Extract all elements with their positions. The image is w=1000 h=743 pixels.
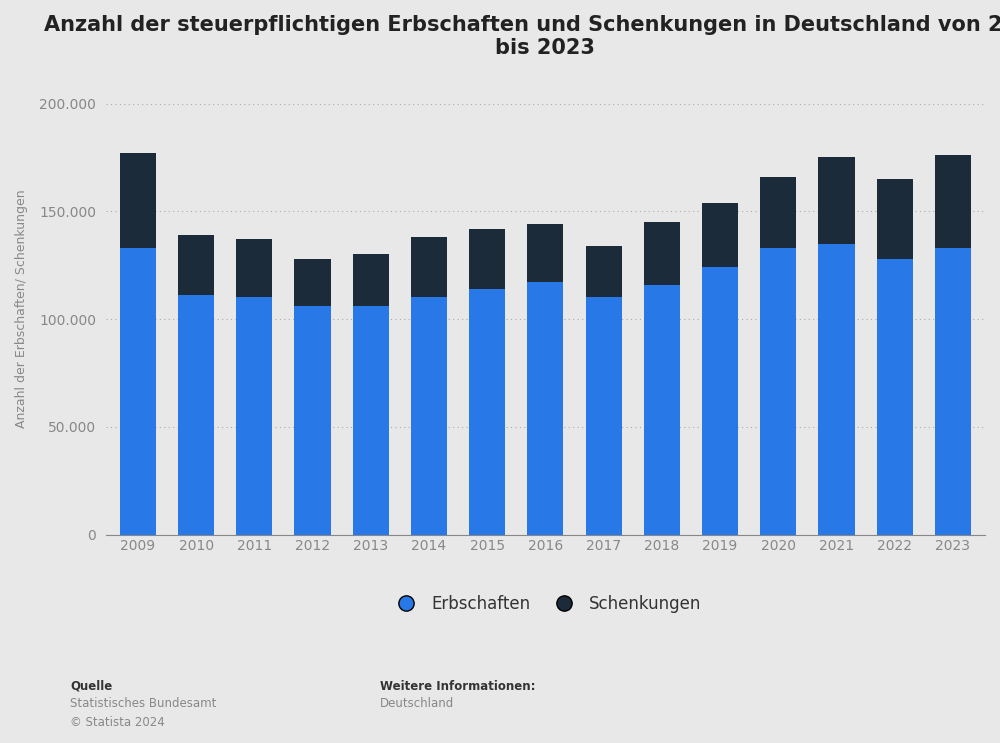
Bar [818,244,855,534]
Bar [586,246,622,297]
Bar [353,254,389,306]
Bar [877,259,913,534]
Bar [644,285,680,534]
Bar [294,306,331,534]
Bar [469,289,505,534]
Bar [935,155,971,248]
Bar [469,229,505,289]
Y-axis label: Anzahl der Erbschaften/ Schenkungen: Anzahl der Erbschaften/ Schenkungen [15,189,28,427]
Bar [586,297,622,534]
Bar [236,297,272,534]
Text: Deutschland: Deutschland [380,697,454,710]
Bar [760,177,796,248]
Bar [760,248,796,534]
Bar [236,239,272,297]
Bar [527,282,563,534]
Bar [818,158,855,244]
Legend: Erbschaften, Schenkungen: Erbschaften, Schenkungen [383,588,708,620]
Bar [120,248,156,534]
Bar [178,295,214,534]
Bar [120,153,156,248]
Text: Quelle: Quelle [70,680,112,692]
Bar [877,179,913,259]
Bar [935,248,971,534]
Bar [294,259,331,306]
Bar [411,237,447,297]
Text: Statistisches Bundesamt
© Statista 2024: Statistisches Bundesamt © Statista 2024 [70,697,216,729]
Text: Weitere Informationen:: Weitere Informationen: [380,680,536,692]
Bar [644,222,680,285]
Bar [411,297,447,534]
Bar [702,203,738,267]
Bar [527,224,563,282]
Bar [702,267,738,534]
Title: Anzahl der steuerpflichtigen Erbschaften und Schenkungen in Deutschland von 2009: Anzahl der steuerpflichtigen Erbschaften… [44,15,1000,58]
Bar [353,306,389,534]
Bar [178,235,214,295]
